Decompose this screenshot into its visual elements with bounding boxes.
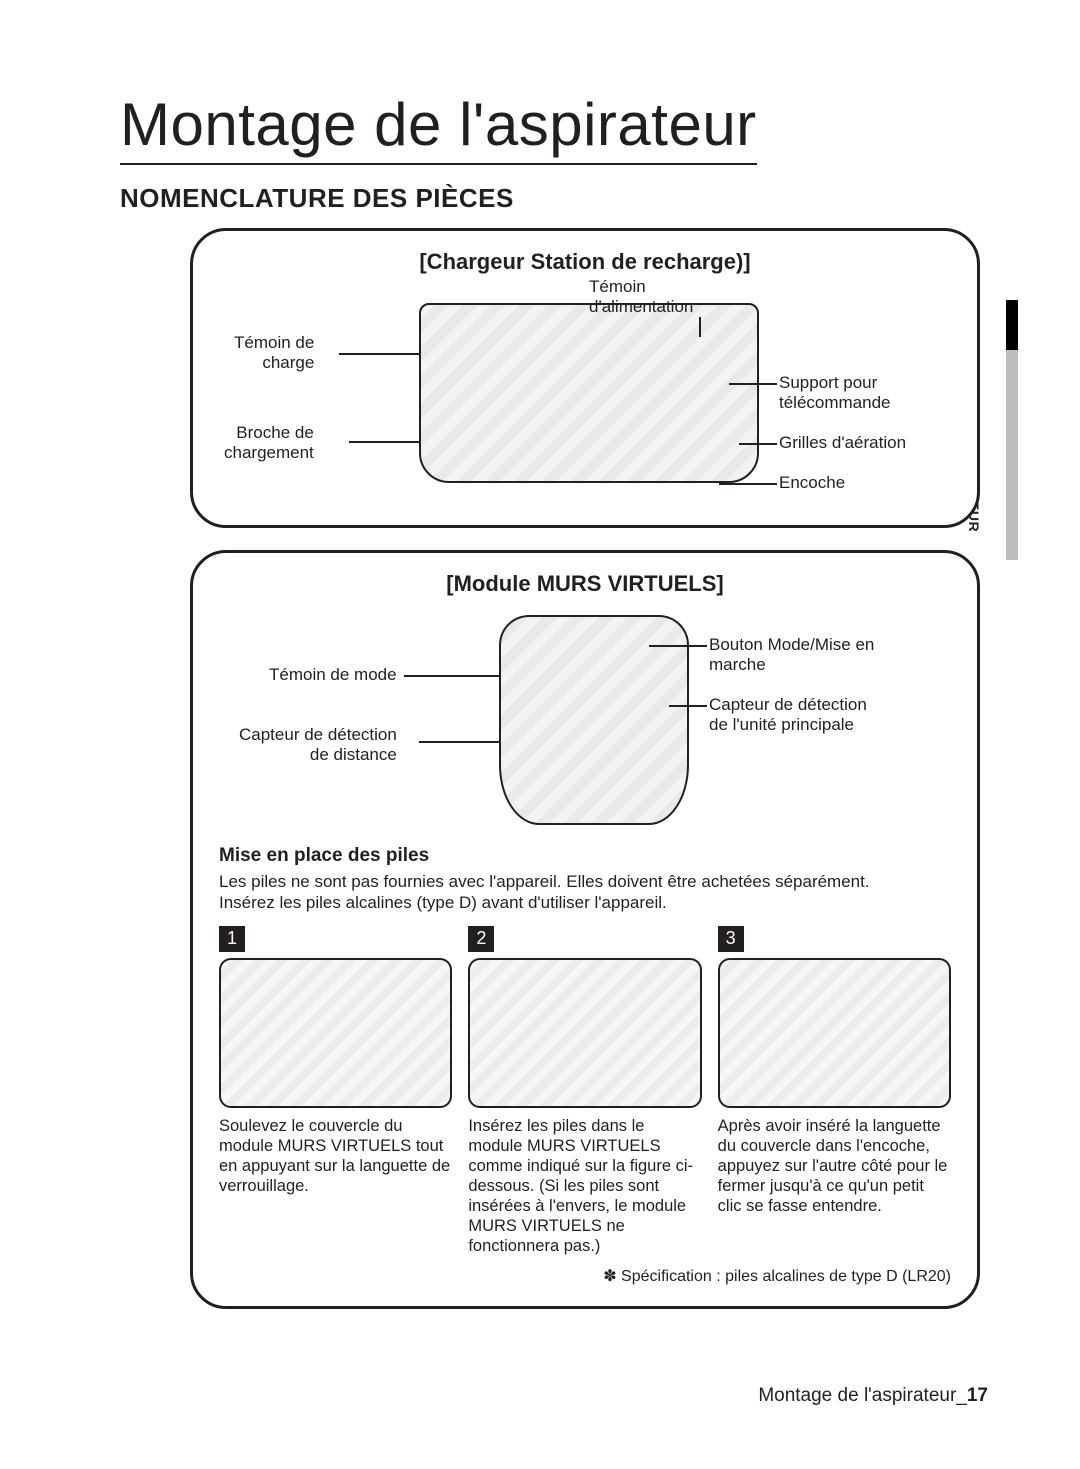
spec-note: ✽ Spécification : piles alcalines de typ… [219,1266,951,1286]
charger-illustration [419,303,759,483]
callout-bouton-mode: Bouton Mode/Mise enmarche [709,635,874,676]
batteries-subheading: Mise en place des piles [219,845,951,867]
step-2-number: 2 [468,926,494,952]
step-3-text: Après avoir inséré la languette du couve… [718,1116,951,1217]
callout-temoin-alimentation: Témoind'alimentation [589,277,693,318]
callout-encoche: Encoche [779,473,845,493]
step-2-text: Insérez les piles dans le module MURS VI… [468,1116,701,1257]
side-tab-marker [1006,300,1018,350]
battery-steps: 1 Soulevez le couvercle du module MURS V… [219,926,951,1257]
lead-capteur-dist [419,741,499,743]
page-title: Montage de l'aspirateur [120,90,757,165]
callout-capteur-unit: Capteur de détectionde l'unité principal… [709,695,867,736]
callout-grilles: Grilles d'aération [779,433,906,453]
footer-label: Montage de l'aspirateur_ [758,1385,967,1406]
manual-page: Montage de l'aspirateur NOMENCLATURE DES… [0,0,1080,1469]
step-1-text: Soulevez le couvercle du module MURS VIR… [219,1116,452,1197]
lead-support [729,383,777,385]
panel-virtual-title: [Module MURS VIRTUELS] [219,571,951,597]
step-1: 1 Soulevez le couvercle du module MURS V… [219,926,452,1257]
step-1-illustration [219,958,452,1108]
callout-capteur-distance: Capteur de détectionde distance [239,725,397,766]
lead-capteur-unit [669,705,707,707]
lead-temoin-charge [339,353,419,355]
side-tab: 02 MONTAGE DE L'ASPIRATEUR [984,300,1018,560]
step-3-illustration [718,958,951,1108]
page-footer: Montage de l'aspirateur_17 [758,1385,988,1407]
batteries-body: Les piles ne sont pas fournies avec l'ap… [219,871,951,914]
step-2: 2 Insérez les piles dans le module MURS … [468,926,701,1257]
panel-charger: [Chargeur Station de recharge)] Témoin d… [190,228,980,528]
lead-encoche [719,483,777,485]
lead-grilles [739,443,777,445]
step-2-illustration [468,958,701,1108]
lead-broche [349,441,419,443]
lead-temoin-mode [404,675,499,677]
virtual-illustration [499,615,689,825]
callout-temoin-mode: Témoin de mode [269,665,397,685]
footer-page-number: 17 [967,1385,988,1406]
charger-diagram: Témoin decharge Broche dechargement Témo… [219,283,951,503]
callout-broche: Broche dechargement [224,423,314,464]
callout-support-tele: Support pourtélécommande [779,373,891,414]
step-3: 3 Après avoir inséré la languette du cou… [718,926,951,1257]
lead-bouton [649,645,707,647]
step-1-number: 1 [219,926,245,952]
step-3-number: 3 [718,926,744,952]
lead-temoin-alim [699,317,701,337]
callout-temoin-charge: Témoin decharge [234,333,314,374]
section-heading: NOMENCLATURE DES PIÈCES [120,183,1000,214]
panel-virtual-wall: [Module MURS VIRTUELS] Témoin de mode Ca… [190,550,980,1309]
panel-charger-title: [Chargeur Station de recharge)] [219,249,951,275]
virtual-diagram: Témoin de mode Capteur de détectionde di… [219,605,951,835]
